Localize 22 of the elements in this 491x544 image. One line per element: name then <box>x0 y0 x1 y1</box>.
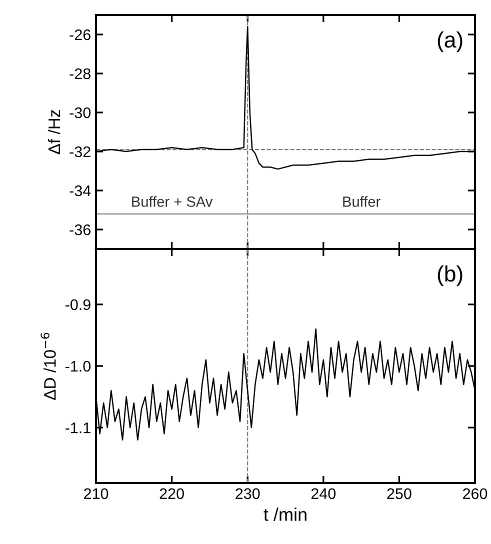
y-tick-label: -1.1 <box>65 422 90 434</box>
annotation: Buffer + SAv <box>132 196 213 207</box>
y-tick-label: -28 <box>70 68 90 80</box>
x-tick-label: 230 <box>236 488 260 500</box>
y-axis-title: ΔD /10$^{−6}$ <box>40 332 56 400</box>
y-tick-label: -1.0 <box>65 360 91 372</box>
x-tick-label: 220 <box>160 488 184 500</box>
y-tick-label: -32 <box>70 146 90 158</box>
y-axis-title: Δf /Hz <box>48 110 60 154</box>
x-tick-label: 250 <box>387 488 412 500</box>
y-tick-label: -30 <box>70 107 91 118</box>
x-tick-label: 240 <box>311 488 336 500</box>
annotation: (b) <box>438 265 462 286</box>
y-tick-label: -0.9 <box>65 299 90 310</box>
x-axis-title: t /min <box>264 508 306 521</box>
annotation: (a) <box>438 31 462 52</box>
x-tick-label: 210 <box>84 488 108 500</box>
annotation: Buffer <box>343 196 380 207</box>
x-tick-label: 260 <box>463 488 488 500</box>
y-tick-label: -34 <box>70 185 91 196</box>
y-tick-label: -26 <box>70 29 90 40</box>
y-tick-label: -36 <box>70 224 90 236</box>
